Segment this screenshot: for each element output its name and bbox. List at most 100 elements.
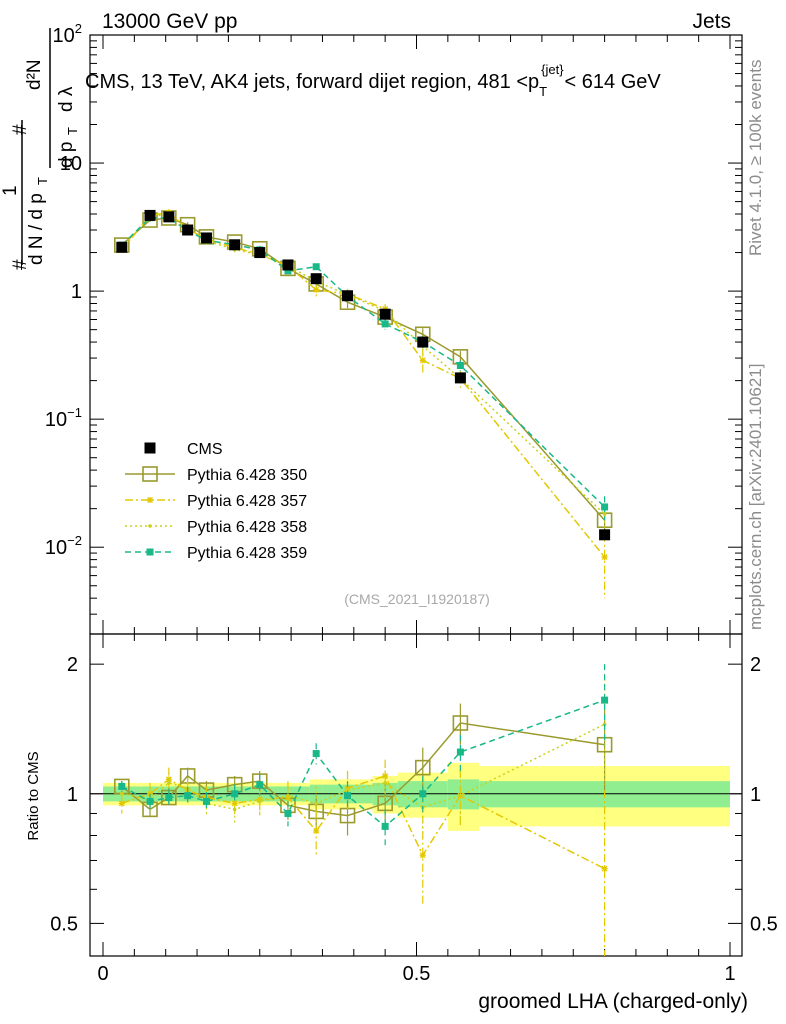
x-tick-label: 0 <box>97 963 108 985</box>
legend-cms-marker <box>144 442 156 454</box>
ratio-series <box>114 664 613 956</box>
ratio-tick-label: 1 <box>67 784 78 806</box>
svg-text:d p: d p <box>56 142 77 168</box>
legend: CMS Pythia 6.428 350 Pythia 6.428 357 Pythi… <box>125 441 307 562</box>
series-350-ratio-point <box>377 795 393 812</box>
series-358-point <box>602 512 607 516</box>
chart-title: CMS, 13 TeV, AK4 jets, forward dijet reg… <box>85 62 661 99</box>
svg-text:1: 1 <box>0 185 21 196</box>
cms-data-point <box>229 239 241 251</box>
cms-data-point <box>254 247 266 259</box>
series-358-ratio-point <box>383 781 387 785</box>
series-359-point <box>312 263 320 271</box>
ratio-tick-label-right: 2 <box>750 654 761 676</box>
mcplots-label: mcplots.cern.ch [arXiv:2401.10621] <box>746 364 765 630</box>
series-358-ratio-point <box>458 793 463 798</box>
series-357-ratio-point <box>313 827 320 834</box>
y-tick-label: 102 <box>53 21 82 47</box>
series-358-ratio-point <box>167 781 171 785</box>
rivet-label: Rivet 4.1.0, ≥ 100k events <box>746 60 765 256</box>
series-357-ratio-point <box>231 800 238 807</box>
series-358-ratio-point <box>345 788 350 792</box>
cms-data-point <box>144 209 156 221</box>
series-357-ratio-point <box>601 865 608 872</box>
svg-text:d N / d p: d N / d p <box>26 193 47 265</box>
main-series <box>114 209 613 599</box>
series-357-point <box>419 357 426 364</box>
ratio-tick-label-right: 1 <box>750 784 761 806</box>
ratio-tick-label: 2 <box>67 654 78 676</box>
cms-data-point <box>417 336 429 348</box>
series-359-ratio-point <box>202 797 210 805</box>
ratio-tick-label-right: 0.5 <box>750 913 778 935</box>
cms-data-point <box>454 372 466 384</box>
legend-350-marker <box>142 466 158 482</box>
series-358-ratio-point <box>232 807 237 812</box>
series-357-point <box>313 286 320 293</box>
y-tick-label: 10−2 <box>45 533 82 559</box>
cms-data-point <box>282 259 294 271</box>
series-358-ratio-point <box>314 801 318 806</box>
series-359-point <box>456 361 464 369</box>
series-350-ratio-point <box>339 807 356 824</box>
axis-ticks: 10−2 10−1 1 10 102 0.5 0.5 1 1 2 2 0 0.5 1 <box>45 21 778 985</box>
cms-data-point <box>379 308 391 320</box>
cms-data-point <box>200 232 212 244</box>
series-358-ratio-point <box>286 793 290 798</box>
series-358-ratio-point <box>120 791 124 796</box>
series-350-ratio-point <box>452 715 469 731</box>
legend-357-label: Pythia 6.428 357 <box>187 493 307 510</box>
series-359-ratio-point <box>256 781 264 789</box>
series-359-point <box>381 320 389 328</box>
svg-text:T: T <box>35 177 50 185</box>
y-tick-label: 10 <box>60 153 82 175</box>
series-359-ratio-point <box>146 797 154 805</box>
series-357-point <box>601 554 608 561</box>
legend-359-label: Pythia 6.428 359 <box>187 545 307 562</box>
ratio-tick-label: 0.5 <box>50 913 78 935</box>
svg-text:d λ: d λ <box>56 86 77 112</box>
series-350-ratio-point <box>414 759 431 776</box>
series-359-ratio-point <box>601 696 609 704</box>
x-tick-label: 0.5 <box>403 963 431 985</box>
ratio-y-label: Ratio to CMS <box>25 751 42 840</box>
series-359-ratio-point <box>231 790 239 798</box>
cms-data-point <box>599 529 611 541</box>
series-359-point <box>601 503 609 511</box>
series-359-ratio-point <box>381 822 389 830</box>
svg-text:#: # <box>10 259 31 270</box>
series-359-ratio-point <box>165 794 173 802</box>
analysis-tag: (CMS_2021_I1920187) <box>344 591 490 607</box>
cms-data-point <box>310 273 322 285</box>
series-359-line <box>121 216 606 508</box>
series-359-ratio-point <box>344 792 352 800</box>
main-y-axis-label: # 1 d N / d p T # d²N d p T d λ <box>0 28 80 270</box>
cms-data-point <box>342 290 354 302</box>
series-357-ratio-point <box>382 772 389 779</box>
header-left: 13000 GeV pp <box>102 10 237 33</box>
legend-cms-label: CMS <box>187 441 223 458</box>
cms-data-point <box>163 211 175 223</box>
series-359-ratio-point <box>312 750 320 758</box>
svg-text:T: T <box>65 127 80 135</box>
x-tick-label: 1 <box>724 963 735 985</box>
cms-data-point <box>116 241 128 253</box>
legend-359-marker <box>146 548 154 556</box>
series-357-ratio-point <box>118 800 125 807</box>
header-right: Jets <box>692 10 731 33</box>
svg-text:CMS, 13 TeV, AK4 jets, forward: CMS, 13 TeV, AK4 jets, forward dijet reg… <box>85 62 661 99</box>
x-axis-label: groomed LHA (charged-only) <box>478 990 748 1013</box>
series-358-ratio-point <box>257 799 262 804</box>
legend-358-marker <box>148 524 152 528</box>
series-359-ratio-point <box>118 782 126 790</box>
series-359-ratio-point <box>419 790 427 798</box>
series-359-point <box>284 267 292 275</box>
legend-350-label: Pythia 6.428 350 <box>187 467 307 484</box>
svg-text:#: # <box>10 124 31 135</box>
series-359-ratio-point <box>456 748 464 756</box>
series-357-ratio-point <box>419 852 426 859</box>
legend-357-marker <box>147 497 153 503</box>
series-359-ratio-point <box>184 792 192 800</box>
cms-data-point <box>182 224 194 236</box>
